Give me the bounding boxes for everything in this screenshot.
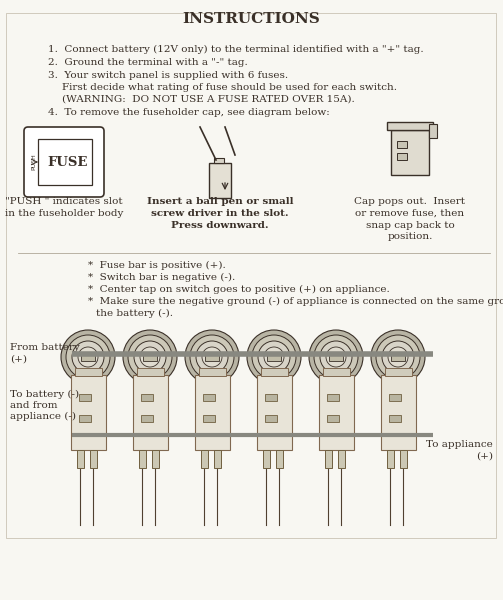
Text: *  Center tap on switch goes to positive (+) on appliance.: * Center tap on switch goes to positive …	[88, 285, 390, 294]
Text: First decide what rating of fuse should be used for each switch.: First decide what rating of fuse should …	[62, 83, 397, 92]
Text: 2.  Ground the terminal with a "-" tag.: 2. Ground the terminal with a "-" tag.	[48, 58, 248, 67]
Bar	[323, 368, 350, 376]
Bar	[327, 394, 339, 401]
Text: FUSE: FUSE	[48, 155, 88, 169]
Circle shape	[371, 330, 425, 384]
Text: To battery (-)
and from
appliance (-): To battery (-) and from appliance (-)	[10, 390, 79, 421]
Bar	[203, 394, 215, 401]
Circle shape	[66, 335, 110, 379]
Circle shape	[123, 330, 177, 384]
Circle shape	[128, 335, 172, 379]
Circle shape	[134, 341, 166, 373]
Bar	[205, 354, 219, 361]
Bar	[385, 368, 412, 376]
Bar	[325, 450, 332, 468]
Text: 4.  To remove the fuseholder cap, see diagram below:: 4. To remove the fuseholder cap, see dia…	[48, 108, 330, 117]
Circle shape	[190, 335, 234, 379]
Bar	[381, 375, 416, 450]
Bar	[79, 415, 91, 421]
Bar	[209, 163, 231, 198]
Bar	[141, 415, 153, 421]
Bar	[143, 354, 157, 361]
Circle shape	[247, 330, 301, 384]
Bar	[263, 450, 270, 468]
Circle shape	[382, 341, 414, 373]
Text: "PUSH " indicates slot
in the fuseholder body: "PUSH " indicates slot in the fuseholder…	[5, 197, 123, 218]
Bar	[133, 375, 168, 450]
Circle shape	[320, 341, 352, 373]
Bar	[397, 141, 407, 148]
Bar	[152, 450, 159, 468]
Bar	[429, 124, 437, 138]
Bar	[81, 354, 95, 361]
Circle shape	[314, 335, 358, 379]
Bar	[387, 122, 433, 130]
Text: Insert a ball pen or small
screw driver in the slot.
Press downward.: Insert a ball pen or small screw driver …	[147, 197, 293, 230]
Text: PUSH: PUSH	[32, 154, 37, 170]
Circle shape	[185, 330, 239, 384]
Bar	[38, 139, 92, 185]
Bar	[389, 415, 401, 421]
Bar	[137, 368, 164, 376]
Circle shape	[196, 341, 228, 373]
Bar	[77, 450, 84, 468]
Text: (WARNING:  DO NOT USE A FUSE RATED OVER 15A).: (WARNING: DO NOT USE A FUSE RATED OVER 1…	[62, 95, 355, 104]
Text: *  Make sure the negative ground (-) of appliance is connected on the same groun: * Make sure the negative ground (-) of a…	[88, 297, 503, 306]
Text: From battery
(+): From battery (+)	[10, 343, 80, 363]
Text: *  Switch bar is negative (-).: * Switch bar is negative (-).	[88, 273, 235, 282]
Text: To appliance
(+): To appliance (+)	[426, 440, 493, 460]
Bar	[195, 375, 230, 450]
Bar	[391, 354, 405, 361]
Bar	[214, 158, 224, 163]
Bar	[90, 450, 97, 468]
Circle shape	[78, 347, 98, 367]
Text: the battery (-).: the battery (-).	[96, 309, 173, 318]
Bar	[400, 450, 407, 468]
Bar	[79, 394, 91, 401]
Bar	[139, 450, 146, 468]
Bar	[265, 415, 277, 421]
Bar	[329, 354, 343, 361]
Bar	[201, 450, 208, 468]
Circle shape	[376, 335, 420, 379]
Bar	[141, 394, 153, 401]
Circle shape	[202, 347, 222, 367]
FancyBboxPatch shape	[24, 127, 104, 197]
Circle shape	[258, 341, 290, 373]
Circle shape	[326, 347, 346, 367]
Bar	[327, 415, 339, 421]
Text: Cap pops out.  Insert
or remove fuse, then
snap cap back to
position.: Cap pops out. Insert or remove fuse, the…	[355, 197, 465, 241]
Bar	[203, 415, 215, 421]
Circle shape	[264, 347, 284, 367]
Circle shape	[309, 330, 363, 384]
Text: *  Fuse bar is positive (+).: * Fuse bar is positive (+).	[88, 261, 226, 270]
Bar	[391, 130, 429, 175]
Text: INSTRUCTIONS: INSTRUCTIONS	[182, 12, 320, 26]
Bar	[389, 394, 401, 401]
Bar	[214, 450, 221, 468]
Bar	[257, 375, 292, 450]
Circle shape	[388, 347, 408, 367]
Bar	[6, 13, 496, 538]
Circle shape	[72, 341, 104, 373]
Bar	[261, 368, 288, 376]
Bar	[71, 375, 106, 450]
Bar	[338, 450, 345, 468]
Bar	[276, 450, 283, 468]
Bar	[319, 375, 354, 450]
Bar	[267, 354, 281, 361]
Bar	[265, 394, 277, 401]
Bar	[199, 368, 226, 376]
Bar	[397, 153, 407, 160]
Circle shape	[61, 330, 115, 384]
Circle shape	[140, 347, 160, 367]
Text: 1.  Connect battery (12V only) to the terminal identified with a "+" tag.: 1. Connect battery (12V only) to the ter…	[48, 45, 424, 54]
Text: 3.  Your switch panel is supplied with 6 fuses.: 3. Your switch panel is supplied with 6 …	[48, 71, 288, 80]
Bar	[387, 450, 394, 468]
Bar	[75, 368, 102, 376]
Circle shape	[252, 335, 296, 379]
